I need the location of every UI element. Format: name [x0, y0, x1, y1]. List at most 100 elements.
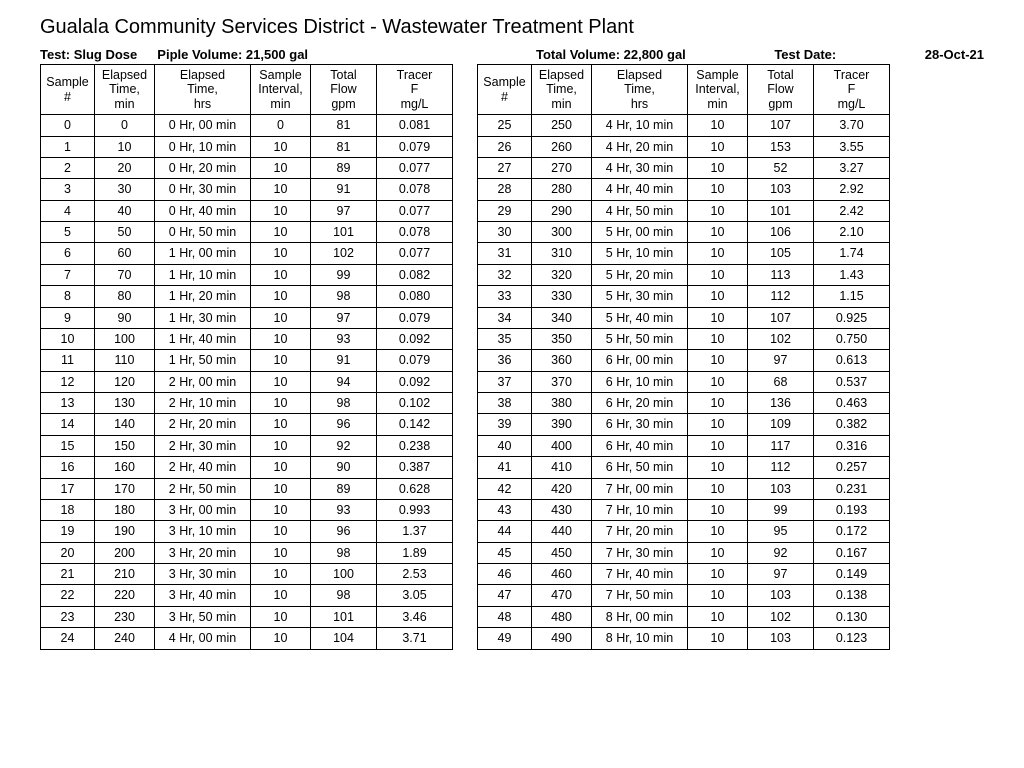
- table-cell: 19: [41, 521, 95, 542]
- table-cell: 106: [748, 222, 814, 243]
- table-cell: 0.993: [377, 499, 453, 520]
- table-cell: 98: [311, 585, 377, 606]
- table-cell: 350: [532, 328, 592, 349]
- table-cell: 48: [478, 606, 532, 627]
- table-row: 222203 Hr, 40 min10983.05: [41, 585, 453, 606]
- table-cell: 0.628: [377, 478, 453, 499]
- table-cell: 3.46: [377, 606, 453, 627]
- table-cell: 10: [251, 499, 311, 520]
- table-cell: 101: [748, 200, 814, 221]
- table-cell: 93: [311, 328, 377, 349]
- table-cell: 3 Hr, 30 min: [155, 564, 251, 585]
- table-cell: 4 Hr, 20 min: [592, 136, 688, 157]
- table-cell: 102: [311, 243, 377, 264]
- table-row: 8801 Hr, 20 min10980.080: [41, 286, 453, 307]
- table-row: 444407 Hr, 20 min10950.172: [478, 521, 890, 542]
- table-cell: 92: [311, 435, 377, 456]
- table-cell: 18: [41, 499, 95, 520]
- table-row: 474707 Hr, 50 min101030.138: [478, 585, 890, 606]
- table-cell: 7 Hr, 30 min: [592, 542, 688, 563]
- table-cell: 0 Hr, 30 min: [155, 179, 251, 200]
- table-cell: 220: [95, 585, 155, 606]
- table-cell: 89: [311, 157, 377, 178]
- table-cell: 2: [41, 157, 95, 178]
- table-cell: 36: [478, 350, 532, 371]
- table-cell: 10: [251, 328, 311, 349]
- table-cell: 10: [251, 606, 311, 627]
- table-cell: 170: [95, 478, 155, 499]
- meta-row: Test: Slug Dose Piple Volume: 21,500 gal…: [40, 47, 984, 62]
- table-row: 383806 Hr, 20 min101360.463: [478, 393, 890, 414]
- table-cell: 81: [311, 115, 377, 136]
- table-cell: 4: [41, 200, 95, 221]
- table-cell: 5 Hr, 10 min: [592, 243, 688, 264]
- table-cell: 0.079: [377, 350, 453, 371]
- table-cell: 0.077: [377, 243, 453, 264]
- table-row: 424207 Hr, 00 min101030.231: [478, 478, 890, 499]
- table-cell: 0.149: [814, 564, 890, 585]
- table-cell: 310: [532, 243, 592, 264]
- table-cell: 10: [688, 628, 748, 649]
- table-row: 111101 Hr, 50 min10910.079: [41, 350, 453, 371]
- table-row: 181803 Hr, 00 min10930.993: [41, 499, 453, 520]
- table-cell: 10: [688, 414, 748, 435]
- table-cell: 7: [41, 264, 95, 285]
- table-cell: 10: [688, 115, 748, 136]
- table-cell: 120: [95, 371, 155, 392]
- table-row: 353505 Hr, 50 min101020.750: [478, 328, 890, 349]
- data-table-left: Sample#ElapsedTime,minElapsedTime,hrsSam…: [40, 64, 453, 650]
- table-cell: 10: [251, 521, 311, 542]
- table-cell: 0 Hr, 20 min: [155, 157, 251, 178]
- table-row: 323205 Hr, 20 min101131.43: [478, 264, 890, 285]
- table-row: 2200 Hr, 20 min10890.077: [41, 157, 453, 178]
- table-cell: 0.142: [377, 414, 453, 435]
- table-cell: 460: [532, 564, 592, 585]
- table-cell: 10: [251, 222, 311, 243]
- table-cell: 60: [95, 243, 155, 264]
- table-cell: 2 Hr, 30 min: [155, 435, 251, 456]
- table-cell: 13: [41, 393, 95, 414]
- table-cell: 0.138: [814, 585, 890, 606]
- table-cell: 10: [688, 264, 748, 285]
- table-cell: 0.092: [377, 371, 453, 392]
- table-row: 161602 Hr, 40 min10900.387: [41, 457, 453, 478]
- table-cell: 0: [95, 115, 155, 136]
- table-cell: 112: [748, 286, 814, 307]
- table-cell: 91: [311, 179, 377, 200]
- table-row: 373706 Hr, 10 min10680.537: [478, 371, 890, 392]
- table-cell: 0.925: [814, 307, 890, 328]
- table-cell: 5 Hr, 40 min: [592, 307, 688, 328]
- table-cell: 30: [478, 222, 532, 243]
- table-cell: 10: [251, 457, 311, 478]
- table-cell: 28: [478, 179, 532, 200]
- table-cell: 450: [532, 542, 592, 563]
- table-cell: 29: [478, 200, 532, 221]
- table-cell: 104: [311, 628, 377, 649]
- table-cell: 10: [688, 585, 748, 606]
- table-row: 363606 Hr, 00 min10970.613: [478, 350, 890, 371]
- col-header-sample: Sample#: [478, 65, 532, 115]
- table-cell: 10: [688, 200, 748, 221]
- col-header-flow: TotalFlowgpm: [311, 65, 377, 115]
- table-cell: 7 Hr, 20 min: [592, 521, 688, 542]
- table-row: 343405 Hr, 40 min101070.925: [478, 307, 890, 328]
- table-cell: 2 Hr, 20 min: [155, 414, 251, 435]
- table-cell: 10: [251, 264, 311, 285]
- table-cell: 270: [532, 157, 592, 178]
- table-cell: 103: [748, 628, 814, 649]
- table-cell: 43: [478, 499, 532, 520]
- table-row: 242404 Hr, 00 min101043.71: [41, 628, 453, 649]
- table-cell: 0.172: [814, 521, 890, 542]
- table-cell: 0.231: [814, 478, 890, 499]
- table-cell: 96: [311, 521, 377, 542]
- table-cell: 180: [95, 499, 155, 520]
- table-row: 484808 Hr, 00 min101020.130: [478, 606, 890, 627]
- table-cell: 99: [748, 499, 814, 520]
- table-cell: 400: [532, 435, 592, 456]
- table-cell: 5: [41, 222, 95, 243]
- table-cell: 100: [311, 564, 377, 585]
- table-cell: 300: [532, 222, 592, 243]
- data-table-right: Sample#ElapsedTime,minElapsedTime,hrsSam…: [477, 64, 890, 650]
- table-cell: 1 Hr, 30 min: [155, 307, 251, 328]
- table-cell: 0 Hr, 10 min: [155, 136, 251, 157]
